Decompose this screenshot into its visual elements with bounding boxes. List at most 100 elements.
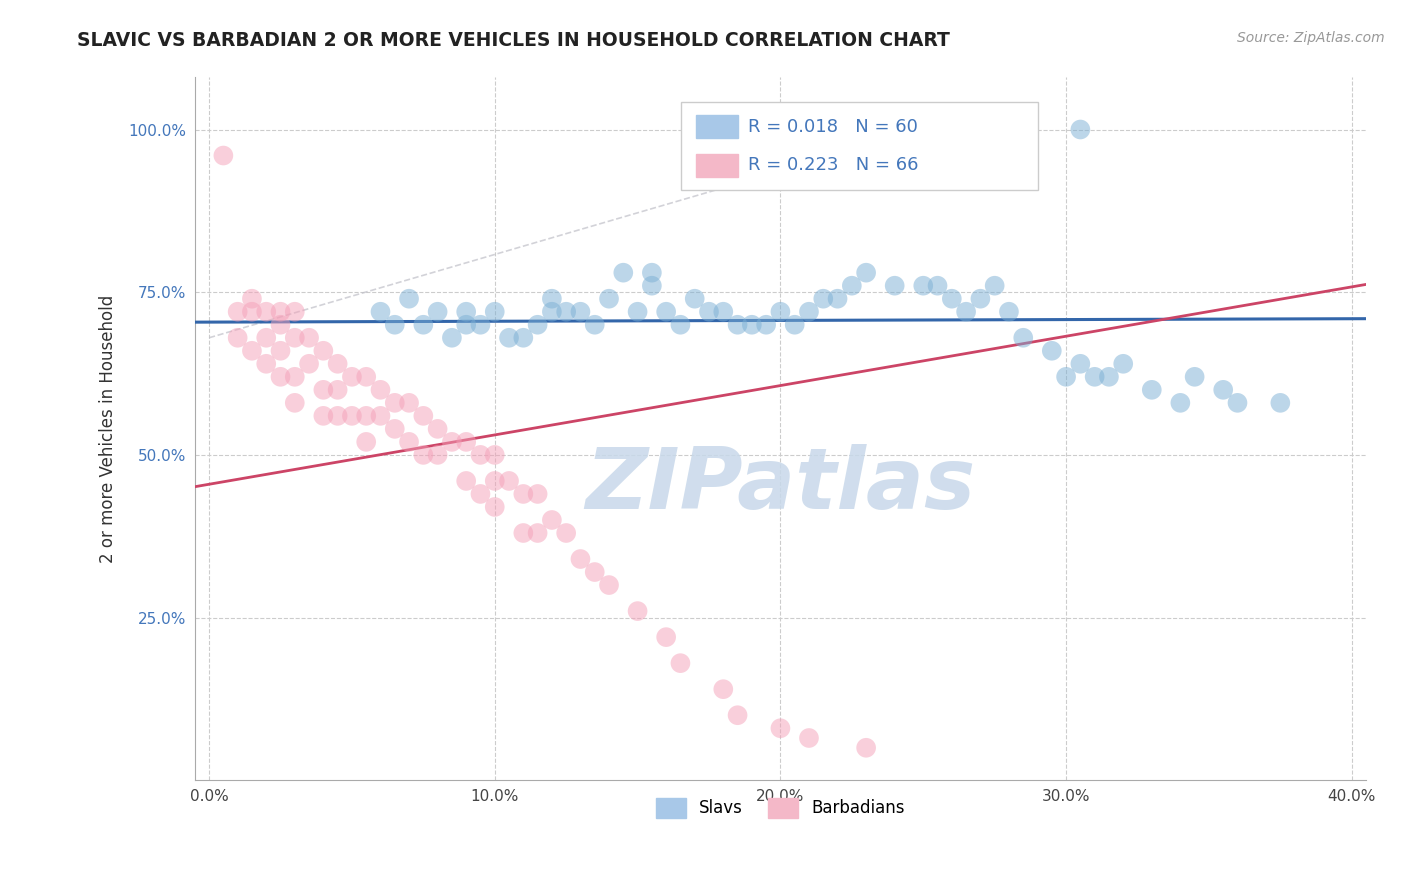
Point [370, 409, 392, 423]
Point [512, 331, 534, 345]
Point [1040, 343, 1063, 358]
Point [326, 383, 349, 397]
Point [555, 304, 578, 318]
Point [254, 357, 277, 371]
Point [470, 448, 492, 462]
Point [641, 278, 664, 293]
Point [1212, 383, 1234, 397]
FancyBboxPatch shape [696, 115, 738, 138]
Point [270, 318, 292, 332]
Point [711, 304, 734, 318]
Point [669, 656, 692, 670]
Point [398, 434, 420, 449]
Point [983, 278, 1005, 293]
Point [384, 422, 406, 436]
Point [583, 565, 606, 579]
Point [841, 278, 863, 293]
FancyBboxPatch shape [696, 154, 738, 177]
Point [998, 304, 1021, 318]
FancyBboxPatch shape [681, 102, 1038, 190]
Point [727, 708, 749, 723]
Text: Source: ZipAtlas.com: Source: ZipAtlas.com [1237, 31, 1385, 45]
Point [284, 304, 307, 318]
Point [470, 318, 492, 332]
Point [470, 487, 492, 501]
Point [827, 292, 849, 306]
Point [284, 369, 307, 384]
Point [484, 474, 506, 488]
Point [927, 278, 949, 293]
Point [354, 369, 377, 384]
Point [1270, 396, 1292, 410]
Point [883, 278, 905, 293]
Point [683, 292, 706, 306]
Point [484, 304, 506, 318]
Point [270, 343, 292, 358]
Point [312, 409, 335, 423]
Point [626, 604, 648, 618]
Point [783, 318, 806, 332]
Point [1069, 122, 1091, 136]
Point [855, 740, 877, 755]
Point [226, 304, 249, 318]
Point [1184, 369, 1206, 384]
Point [655, 304, 678, 318]
Point [569, 552, 592, 566]
Text: R = 0.018   N = 60: R = 0.018 N = 60 [748, 118, 918, 136]
Point [298, 357, 321, 371]
Point [655, 630, 678, 644]
Point [541, 292, 564, 306]
Point [354, 434, 377, 449]
Point [312, 343, 335, 358]
Point [240, 304, 263, 318]
Point [912, 278, 935, 293]
Point [498, 474, 520, 488]
Point [312, 383, 335, 397]
Point [526, 526, 548, 541]
Point [484, 500, 506, 514]
Point [498, 331, 520, 345]
Point [697, 304, 720, 318]
Point [412, 448, 434, 462]
Point [484, 448, 506, 462]
Point [412, 409, 434, 423]
Point [955, 304, 977, 318]
Point [456, 318, 478, 332]
Point [1012, 331, 1035, 345]
Point [512, 487, 534, 501]
Point [598, 292, 620, 306]
Point [641, 266, 664, 280]
Point [212, 148, 235, 162]
Point [426, 304, 449, 318]
Point [755, 318, 778, 332]
Point [1112, 357, 1135, 371]
Point [1054, 369, 1077, 384]
Point [741, 318, 763, 332]
Point [598, 578, 620, 592]
Point [298, 331, 321, 345]
Point [769, 304, 792, 318]
Point [254, 304, 277, 318]
Point [240, 292, 263, 306]
Point [426, 422, 449, 436]
Point [370, 304, 392, 318]
Point [384, 318, 406, 332]
Y-axis label: 2 or more Vehicles in Household: 2 or more Vehicles in Household [100, 294, 117, 563]
Point [512, 526, 534, 541]
Point [270, 304, 292, 318]
Point [526, 318, 548, 332]
Point [541, 513, 564, 527]
Point [1140, 383, 1163, 397]
Point [941, 292, 963, 306]
Point [456, 474, 478, 488]
Point [326, 409, 349, 423]
Point [440, 434, 463, 449]
Point [969, 292, 991, 306]
Point [1226, 396, 1249, 410]
Point [354, 409, 377, 423]
Point [412, 318, 434, 332]
Point [426, 448, 449, 462]
Point [284, 396, 307, 410]
Point [456, 434, 478, 449]
Point [284, 331, 307, 345]
